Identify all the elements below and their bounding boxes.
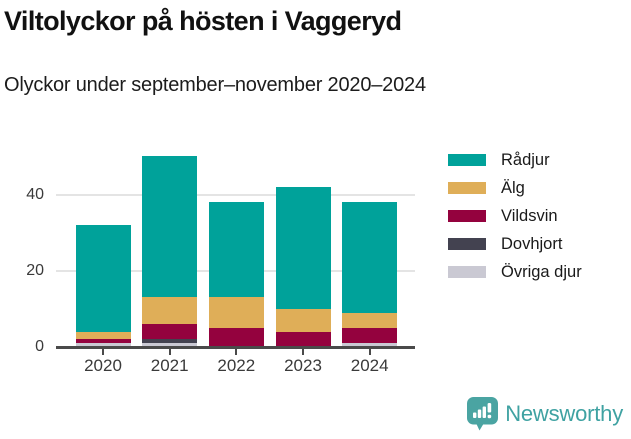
bar-segment-alg-2022 xyxy=(208,297,264,328)
legend-swatch-radjur xyxy=(448,154,486,166)
bar-segment-vildsvin-2024 xyxy=(342,327,398,344)
legend-label-vildsvin: Vildsvin xyxy=(501,206,558,225)
legend-item-alg: Älg xyxy=(448,174,582,202)
x-axis-line xyxy=(56,345,415,349)
bar-segment-ovriga-djur-2020 xyxy=(75,343,131,347)
x-axis-label-2023: 2023 xyxy=(284,356,322,375)
x-axis-label-2020: 2020 xyxy=(84,356,122,375)
x-axis-label-2024: 2024 xyxy=(350,356,389,375)
x-axis-tick xyxy=(102,348,104,355)
chart-title: Viltolyckor på hösten i Vaggeryd xyxy=(4,6,402,36)
gridline-y40 xyxy=(56,193,415,196)
legend-item-dovhjort: Dovhjort xyxy=(448,230,582,258)
bar-segment-radjur-2022 xyxy=(208,202,264,298)
bar-segment-ovriga-djur-2021 xyxy=(142,343,198,347)
legend-swatch-vildsvin xyxy=(448,210,486,222)
legend-label-radjur: Rådjur xyxy=(501,150,550,169)
bar-segment-radjur-2024 xyxy=(342,202,398,313)
newsworthy-wordmark: Newsworthy xyxy=(505,401,623,426)
bar-segment-alg-2023 xyxy=(275,308,331,332)
x-axis-label-2022: 2022 xyxy=(217,356,256,375)
x-axis-tick xyxy=(302,348,304,355)
x-axis-label-2021: 2021 xyxy=(150,356,189,375)
bar-segment-vildsvin-2021 xyxy=(142,324,198,340)
legend-label-dovhjort: Dovhjort xyxy=(501,234,563,253)
x-axis-tick xyxy=(368,348,371,355)
bar-segment-alg-2021 xyxy=(142,297,198,325)
newsworthy-logo[interactable]: Newsworthy xyxy=(467,397,623,431)
newsworthy-bubble-chart-icon xyxy=(467,397,499,431)
legend-swatch-alg xyxy=(448,182,486,194)
x-axis-tick xyxy=(168,348,171,355)
bar-segment-alg-2020 xyxy=(75,331,131,340)
bar-segment-vildsvin-2022 xyxy=(208,327,264,347)
bar-segment-ovriga-djur-2024 xyxy=(342,343,398,347)
bar-segment-vildsvin-2023 xyxy=(275,331,331,347)
y-axis-tick-label: 40 xyxy=(26,185,44,203)
bar-segment-alg-2024 xyxy=(342,312,398,328)
legend-item-ovriga-djur: Övriga djur xyxy=(448,258,582,286)
y-axis-tick-label: 0 xyxy=(35,338,44,355)
legend-label-alg: Älg xyxy=(501,178,525,197)
legend-label-ovriga-djur: Övriga djur xyxy=(501,262,582,281)
x-axis-tick xyxy=(235,348,238,355)
bar-segment-radjur-2021 xyxy=(142,156,198,298)
y-axis-tick-label: 20 xyxy=(26,261,44,279)
bar-segment-radjur-2020 xyxy=(75,225,131,332)
legend-swatch-ovriga-djur xyxy=(448,266,486,278)
bar-segment-dovhjort-2021 xyxy=(142,339,198,344)
legend-item-radjur: Rådjur xyxy=(448,146,582,174)
legend-item-vildsvin: Vildsvin xyxy=(448,202,582,230)
bar-segment-radjur-2023 xyxy=(275,186,331,309)
chart-legend: Rådjur Älg Vildsvin Dovhjort Övriga djur xyxy=(448,146,582,286)
chart-subtitle: Olyckor under september–november 2020–20… xyxy=(4,74,426,96)
legend-swatch-dovhjort xyxy=(448,238,486,250)
bar-segment-vildsvin-2020 xyxy=(75,339,131,344)
